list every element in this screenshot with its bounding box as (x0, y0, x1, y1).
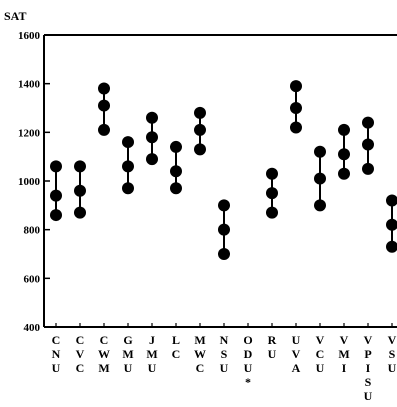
y-tick-label: 1200 (18, 127, 41, 139)
sat-point (146, 111, 158, 124)
y-ticks: 400 600 800 1000 1200 1400 1600 (18, 30, 50, 334)
sat-point (218, 223, 230, 236)
sat-point (170, 140, 182, 153)
sat-point (98, 82, 110, 95)
sat-point (122, 182, 134, 195)
sat-point (314, 145, 326, 158)
sat-point (314, 172, 326, 185)
sat-point (122, 160, 134, 173)
sat-point (74, 160, 86, 173)
sat-point (386, 218, 397, 231)
y-axis-title: SAT (4, 9, 26, 23)
sat-point (290, 102, 302, 114)
sat-point (362, 116, 374, 129)
y-tick-label: 400 (24, 322, 41, 334)
sat-point (290, 121, 302, 134)
sat-point (194, 123, 206, 136)
sat-point (146, 131, 158, 144)
sat-point (50, 189, 62, 202)
sat-point (386, 240, 397, 253)
sat-point (266, 187, 278, 200)
sat-point (74, 206, 86, 219)
sat-point (338, 123, 350, 136)
x-category-labels: C N U C V C C W M G M U J M U L C M W C N S U O D U * R U U V A V C U V M I V P… (52, 333, 397, 403)
sat-point (146, 153, 158, 166)
sat-point (170, 182, 182, 195)
sat-point (194, 143, 206, 156)
y-tick-label: 1600 (18, 30, 41, 42)
sat-point (338, 148, 350, 161)
sat-point (266, 167, 278, 180)
sat-point (314, 199, 326, 212)
data-marks (50, 80, 397, 260)
sat-point (386, 194, 397, 207)
sat-point (98, 123, 110, 136)
sat-point (50, 209, 62, 222)
sat-point (218, 199, 230, 212)
sat-point (266, 206, 278, 219)
x-category-label: O D U * (243, 333, 252, 389)
sat-point (194, 106, 206, 119)
sat-point (338, 167, 350, 180)
sat-point (50, 160, 62, 173)
sat-point (218, 248, 230, 260)
y-tick-label: 1000 (18, 176, 41, 188)
sat-point (362, 138, 374, 151)
sat-point (362, 162, 374, 175)
axes (43, 34, 397, 328)
sat-point (170, 165, 182, 178)
y-tick-label: 800 (24, 225, 41, 237)
sat-point (122, 136, 134, 149)
sat-point (74, 184, 86, 197)
y-tick-label: 600 (24, 273, 41, 285)
sat-point (290, 80, 302, 93)
y-tick-label: 1400 (18, 79, 41, 91)
sat-point (98, 99, 110, 112)
